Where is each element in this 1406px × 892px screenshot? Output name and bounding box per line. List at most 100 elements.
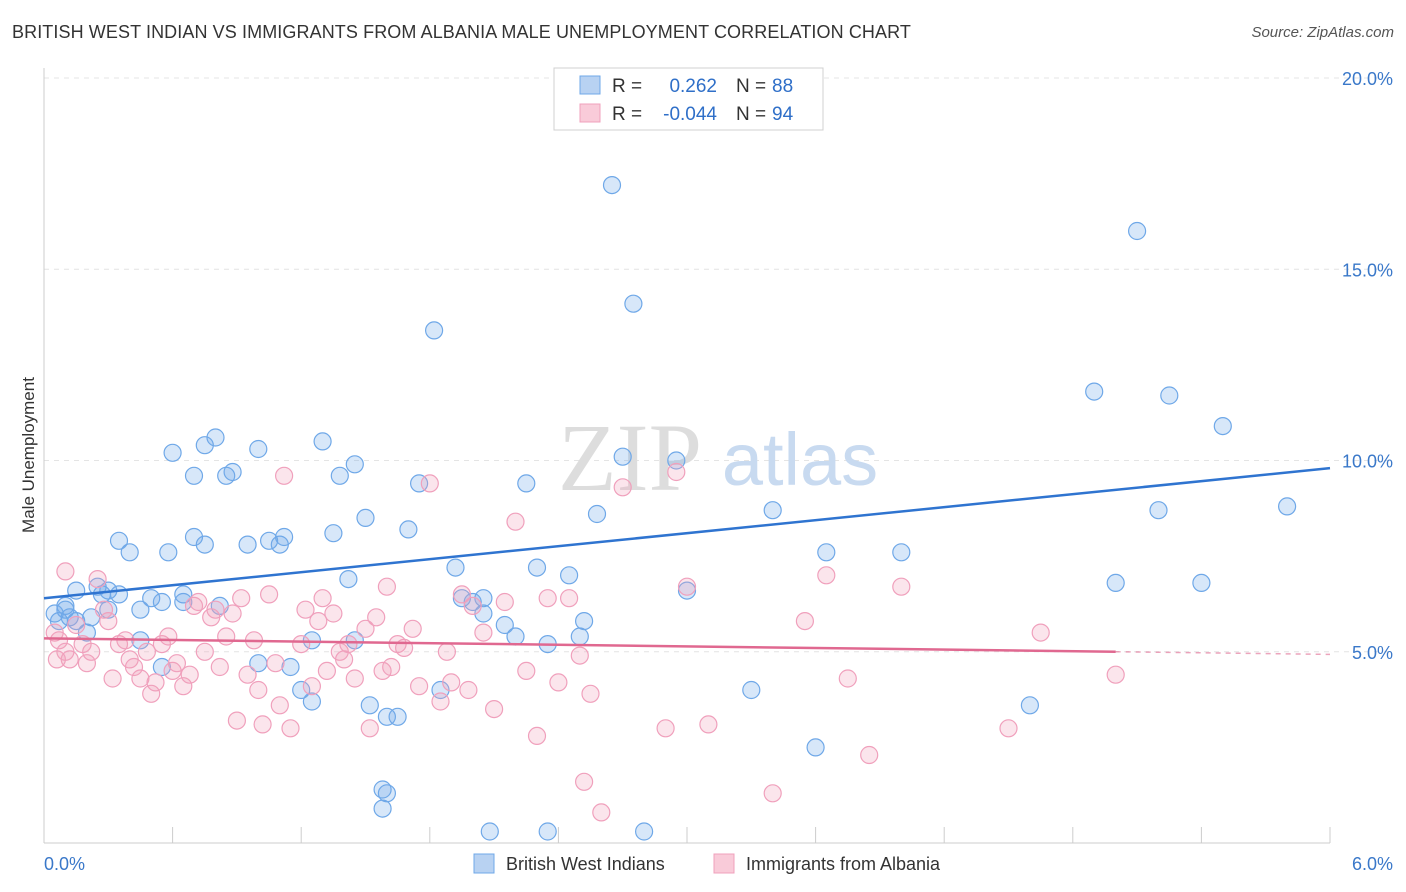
point-british-west-indians bbox=[345, 455, 364, 474]
y-tick-label: 5.0% bbox=[1352, 643, 1393, 663]
point-albania bbox=[266, 654, 285, 673]
point-british-west-indians bbox=[538, 822, 557, 841]
point-albania bbox=[56, 562, 75, 581]
british-west-indians-points bbox=[45, 176, 1297, 841]
point-british-west-indians bbox=[527, 558, 547, 577]
point-albania bbox=[474, 623, 493, 642]
chart-title: BRITISH WEST INDIAN VS IMMIGRANTS FROM A… bbox=[12, 22, 911, 42]
point-albania bbox=[180, 665, 199, 684]
point-albania bbox=[763, 784, 782, 803]
point-british-west-indians bbox=[817, 543, 836, 562]
x-tick-label-min: 0.0% bbox=[44, 854, 85, 874]
point-albania bbox=[335, 650, 354, 669]
point-british-west-indians bbox=[330, 466, 349, 485]
stats-r-label-0: R = bbox=[612, 76, 642, 97]
point-albania bbox=[581, 684, 600, 703]
watermark-zip: ZIP bbox=[558, 404, 702, 511]
point-british-west-indians bbox=[292, 680, 311, 700]
point-albania bbox=[167, 654, 186, 673]
point-british-west-indians bbox=[195, 535, 214, 554]
point-albania bbox=[485, 699, 504, 719]
point-albania bbox=[302, 677, 321, 696]
point-albania bbox=[67, 615, 86, 635]
point-albania bbox=[506, 512, 525, 531]
point-albania bbox=[292, 634, 311, 654]
point-british-west-indians bbox=[377, 707, 396, 726]
point-british-west-indians bbox=[313, 432, 332, 451]
point-albania bbox=[377, 577, 396, 596]
point-albania bbox=[232, 589, 251, 608]
point-albania bbox=[77, 654, 97, 673]
point-albania bbox=[47, 650, 67, 669]
stats-r-label-1: R = bbox=[612, 104, 642, 125]
point-british-west-indians bbox=[1127, 221, 1147, 241]
y-tick-label: 15.0% bbox=[1342, 260, 1393, 280]
point-albania bbox=[313, 589, 332, 608]
point-albania bbox=[60, 650, 79, 669]
point-albania bbox=[103, 669, 122, 688]
point-albania bbox=[699, 715, 718, 734]
point-british-west-indians bbox=[410, 474, 429, 493]
point-british-west-indians bbox=[152, 657, 171, 677]
point-albania bbox=[309, 611, 328, 631]
point-albania bbox=[459, 680, 478, 700]
point-albania bbox=[99, 611, 118, 631]
point-british-west-indians bbox=[506, 627, 525, 646]
point-british-west-indians bbox=[1149, 501, 1168, 520]
point-british-west-indians bbox=[275, 527, 294, 547]
point-albania bbox=[892, 577, 911, 596]
point-albania bbox=[339, 634, 358, 654]
point-british-west-indians bbox=[1213, 417, 1232, 436]
point-albania bbox=[538, 589, 557, 608]
point-british-west-indians bbox=[1277, 497, 1297, 516]
point-albania bbox=[253, 715, 272, 734]
point-albania bbox=[210, 657, 229, 677]
point-british-west-indians bbox=[806, 738, 825, 757]
x-axis-ticks bbox=[172, 827, 1331, 843]
point-albania bbox=[592, 803, 611, 822]
point-british-west-indians bbox=[587, 504, 607, 524]
point-british-west-indians bbox=[206, 428, 225, 447]
point-british-west-indians bbox=[56, 596, 75, 616]
point-british-west-indians bbox=[174, 592, 193, 612]
point-british-west-indians bbox=[1106, 573, 1125, 593]
point-albania bbox=[838, 669, 857, 688]
point-british-west-indians bbox=[742, 680, 761, 700]
point-albania bbox=[94, 600, 114, 619]
point-british-west-indians bbox=[634, 822, 654, 841]
point-british-west-indians bbox=[559, 566, 579, 585]
point-albania bbox=[463, 596, 482, 616]
point-british-west-indians bbox=[399, 520, 418, 539]
watermark-atlas: atlas bbox=[722, 418, 878, 501]
chart-source: Source: ZipAtlas.com bbox=[1251, 24, 1394, 41]
point-british-west-indians bbox=[474, 604, 493, 623]
bottom-legend: British West Indians Immigrants from Alb… bbox=[473, 853, 941, 874]
point-albania bbox=[677, 577, 697, 596]
point-albania bbox=[360, 719, 379, 738]
stats-swatch-british-west-indians bbox=[579, 75, 601, 95]
point-british-west-indians bbox=[388, 707, 407, 726]
point-albania bbox=[238, 665, 257, 684]
point-british-west-indians bbox=[892, 543, 911, 562]
point-british-west-indians bbox=[56, 600, 75, 619]
point-british-west-indians bbox=[495, 615, 514, 635]
point-albania bbox=[373, 661, 392, 681]
point-british-west-indians bbox=[373, 799, 392, 818]
point-british-west-indians bbox=[152, 592, 171, 612]
watermark: ZIP atlas bbox=[558, 404, 878, 511]
point-albania bbox=[570, 646, 589, 665]
point-albania bbox=[217, 627, 236, 646]
point-albania bbox=[174, 677, 193, 696]
point-british-west-indians bbox=[302, 631, 321, 650]
point-albania bbox=[999, 719, 1018, 738]
stats-n-label-1: N = bbox=[736, 104, 766, 125]
point-albania bbox=[317, 661, 336, 681]
point-british-west-indians bbox=[677, 581, 697, 600]
point-albania bbox=[1106, 665, 1125, 684]
stats-n-value-0: 88 bbox=[772, 76, 793, 97]
legend-swatch-albania bbox=[713, 853, 735, 874]
point-british-west-indians bbox=[360, 696, 379, 715]
point-british-west-indians bbox=[142, 589, 161, 608]
point-british-west-indians bbox=[281, 657, 300, 677]
point-albania bbox=[1031, 623, 1050, 642]
